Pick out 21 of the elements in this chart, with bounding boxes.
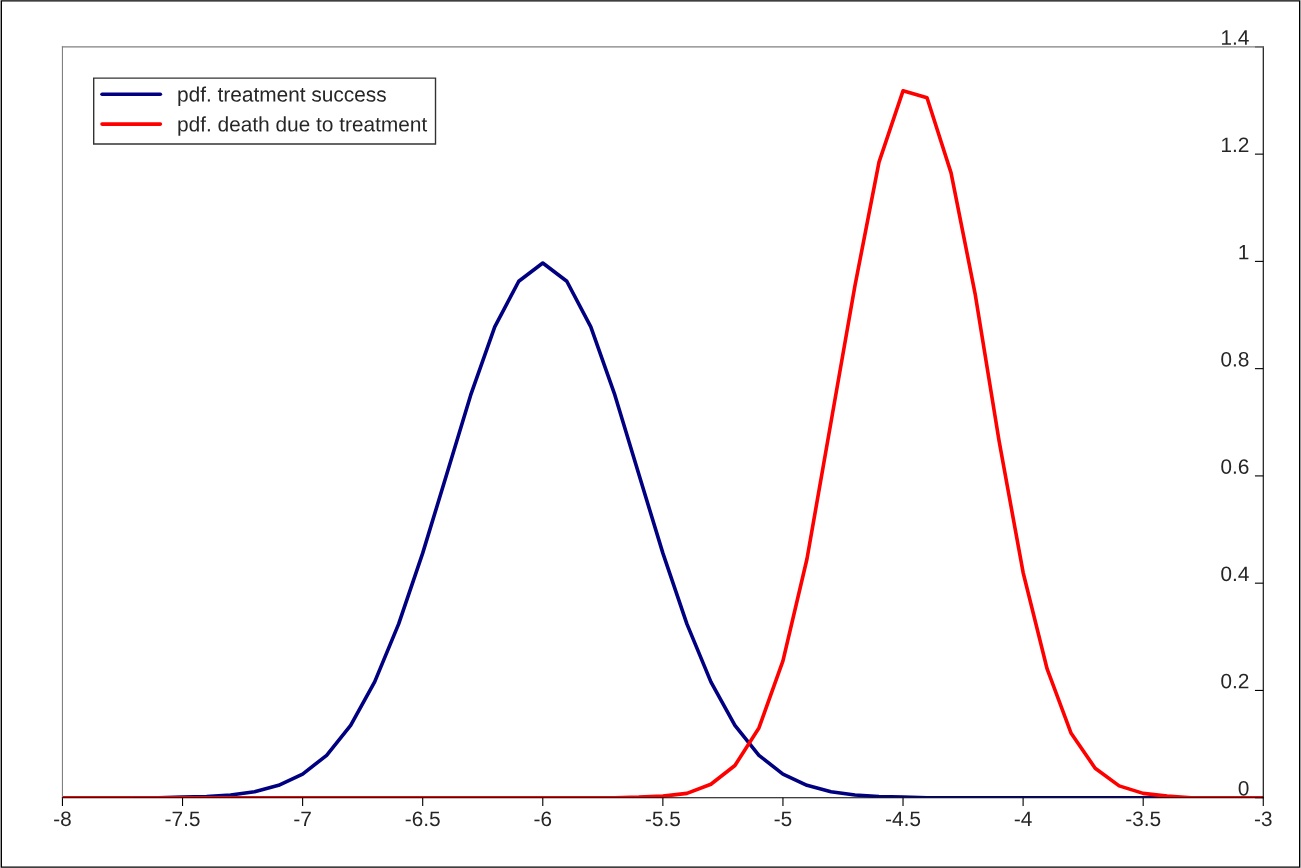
y-tick-label: 0.6	[1221, 459, 1249, 474]
x-tick-label: -5.5	[645, 811, 680, 827]
x-tick-label: -4	[1014, 811, 1032, 826]
x-tick-label: -3	[1254, 811, 1272, 827]
x-tick-label: -8	[54, 811, 71, 827]
y-tick-label: 0.4	[1221, 566, 1249, 582]
x-tick-label: -7	[294, 811, 311, 826]
y-tick-label: 1.4	[1222, 30, 1249, 45]
y-tick-label: 0	[1238, 780, 1249, 796]
legend-label: pdf. death due to treatment	[178, 116, 428, 136]
y-tick-label: 0.2	[1221, 673, 1249, 689]
x-tick-label: -5	[774, 811, 792, 827]
y-tick-label: 0.8	[1221, 351, 1249, 367]
y-tick-label: 1.2	[1222, 137, 1249, 152]
x-tick-label: -4.5	[886, 811, 921, 827]
x-tick-label: -6	[534, 811, 552, 827]
legend-label: pdf. treatment success	[178, 86, 386, 106]
x-tick-label: -6.5	[405, 811, 440, 827]
y-tick-label: 1	[1239, 244, 1249, 260]
x-tick-label: -7.5	[165, 811, 200, 827]
x-tick-label: -3.5	[1126, 811, 1161, 827]
